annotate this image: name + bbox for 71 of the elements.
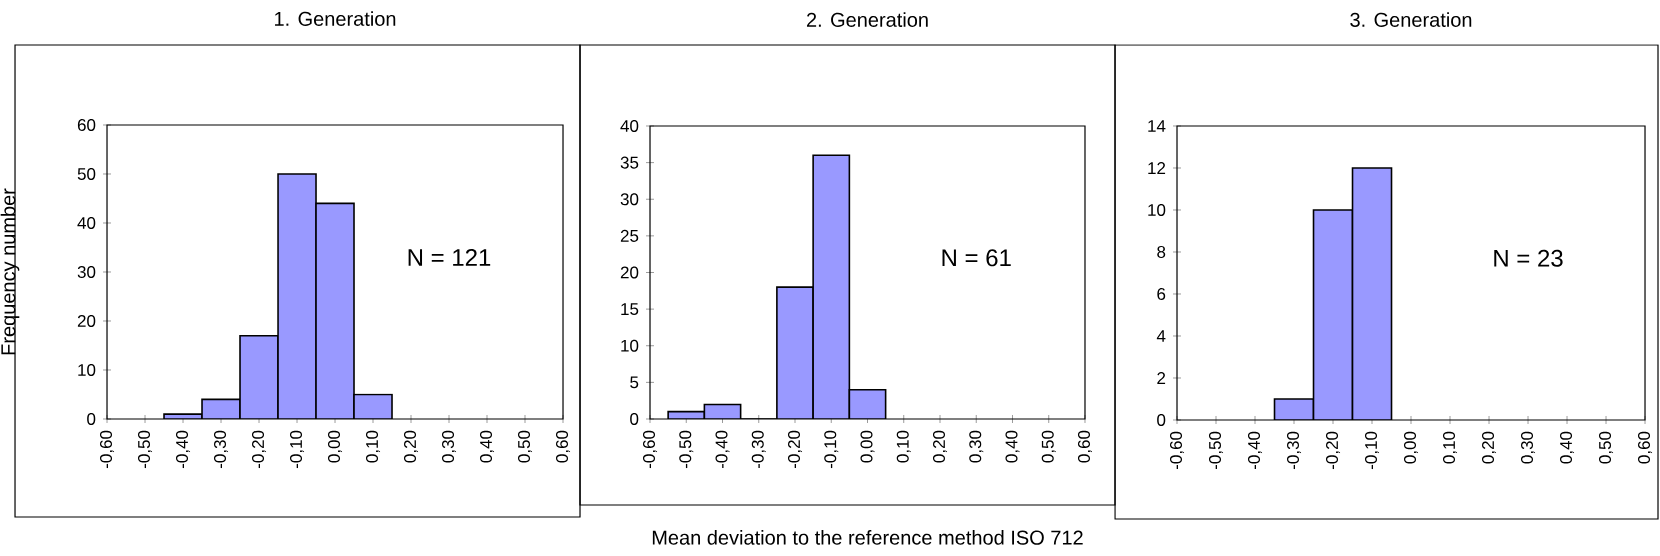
x-tick-label: -0,50 bbox=[1209, 431, 1224, 470]
annotation: N = 23 bbox=[1494, 249, 1563, 267]
x-tick-label: 0,50 bbox=[1041, 430, 1056, 463]
x-tick-label: -0,40 bbox=[176, 430, 191, 469]
y-tick-label: 2 bbox=[1157, 372, 1166, 384]
chart-title: 2. Generation bbox=[806, 12, 928, 27]
x-axis-title: Mean deviation to the reference method ISO 712 bbox=[652, 530, 1083, 545]
x-tick-label: -0,30 bbox=[1287, 431, 1302, 470]
y-tick-label: 8 bbox=[1157, 245, 1166, 258]
x-tick-label: 0,60 bbox=[1638, 431, 1653, 464]
y-tick-label: 5 bbox=[630, 376, 639, 389]
y-tick-label: 6 bbox=[1157, 287, 1166, 300]
x-tick-label: 0,20 bbox=[932, 430, 948, 463]
y-tick-label: 20 bbox=[620, 266, 639, 279]
chart-title: 1. Generation bbox=[275, 11, 396, 26]
y-tick-label: 35 bbox=[620, 156, 639, 169]
x-tick-label: 0,00 bbox=[328, 430, 343, 463]
y-tick-label: 30 bbox=[620, 193, 639, 206]
x-tick-label: 0,40 bbox=[1005, 430, 1020, 463]
x-tick-label: 0,30 bbox=[442, 430, 457, 463]
y-tick-label: 12 bbox=[1148, 162, 1166, 174]
y-tick-label: 20 bbox=[77, 314, 96, 327]
x-tick-label: -0,10 bbox=[1365, 431, 1380, 470]
x-tick-label: 0,10 bbox=[896, 430, 911, 463]
x-tick-label: 0,60 bbox=[1077, 430, 1093, 463]
y-axis-title: Frequency number bbox=[0, 188, 20, 355]
y-tick-label: 4 bbox=[1156, 330, 1166, 342]
x-tick-label: 0,00 bbox=[1404, 431, 1419, 464]
y-tick-label: 60 bbox=[77, 118, 96, 131]
x-tick-label: -0,20 bbox=[1326, 431, 1341, 470]
y-tick-label: 10 bbox=[621, 339, 639, 352]
annotation: N = 121 bbox=[408, 248, 491, 266]
x-tick-label: -0,20 bbox=[788, 430, 803, 469]
y-tick-label: 15 bbox=[621, 303, 639, 316]
x-tick-label: 0,10 bbox=[366, 430, 381, 463]
y-tick-label: 40 bbox=[77, 216, 96, 229]
y-tick-label: 40 bbox=[620, 119, 639, 133]
x-tick-label: -0,30 bbox=[751, 430, 766, 469]
y-tick-label: 30 bbox=[77, 265, 96, 278]
y-tick-label: 25 bbox=[620, 229, 639, 242]
annotation: N = 61 bbox=[942, 249, 1011, 267]
y-tick-label: 50 bbox=[77, 167, 96, 180]
x-tick-label: 0,00 bbox=[860, 430, 875, 463]
x-tick-label: -0,30 bbox=[214, 430, 229, 469]
y-tick-label: 0 bbox=[87, 412, 96, 425]
x-tick-label: 0,30 bbox=[1521, 431, 1536, 464]
x-tick-label: -0,10 bbox=[824, 430, 839, 469]
y-tick-label: 10 bbox=[78, 363, 96, 376]
x-tick-label: -0,10 bbox=[290, 430, 305, 469]
x-tick-label: 0,50 bbox=[518, 430, 533, 463]
x-tick-label: -0,60 bbox=[100, 430, 115, 469]
chart-title: 3. Generation bbox=[1350, 12, 1472, 27]
x-tick-label: -0,60 bbox=[643, 430, 658, 469]
x-tick-label: 0,40 bbox=[480, 430, 495, 463]
x-tick-label: -0,50 bbox=[138, 430, 153, 469]
y-tick-label: 14 bbox=[1148, 120, 1166, 132]
y-tick-label: 0 bbox=[1157, 413, 1166, 426]
y-tick-label: 10 bbox=[1148, 203, 1166, 216]
x-tick-label: 0,60 bbox=[556, 430, 571, 463]
x-tick-label: 0,50 bbox=[1599, 431, 1614, 464]
x-tick-label: -0,50 bbox=[679, 430, 694, 469]
x-tick-label: -0,40 bbox=[715, 430, 730, 469]
x-tick-label: -0,20 bbox=[252, 430, 267, 469]
x-tick-label: 0,30 bbox=[969, 430, 984, 463]
x-tick-label: 0,10 bbox=[1443, 431, 1458, 464]
x-tick-label: 0,20 bbox=[1482, 431, 1497, 464]
x-tick-label: 0,20 bbox=[404, 430, 419, 463]
x-tick-label: -0,40 bbox=[1248, 431, 1263, 470]
x-tick-label: 0,40 bbox=[1560, 431, 1575, 464]
x-tick-label: -0,60 bbox=[1170, 431, 1185, 470]
y-tick-label: 0 bbox=[630, 412, 639, 425]
